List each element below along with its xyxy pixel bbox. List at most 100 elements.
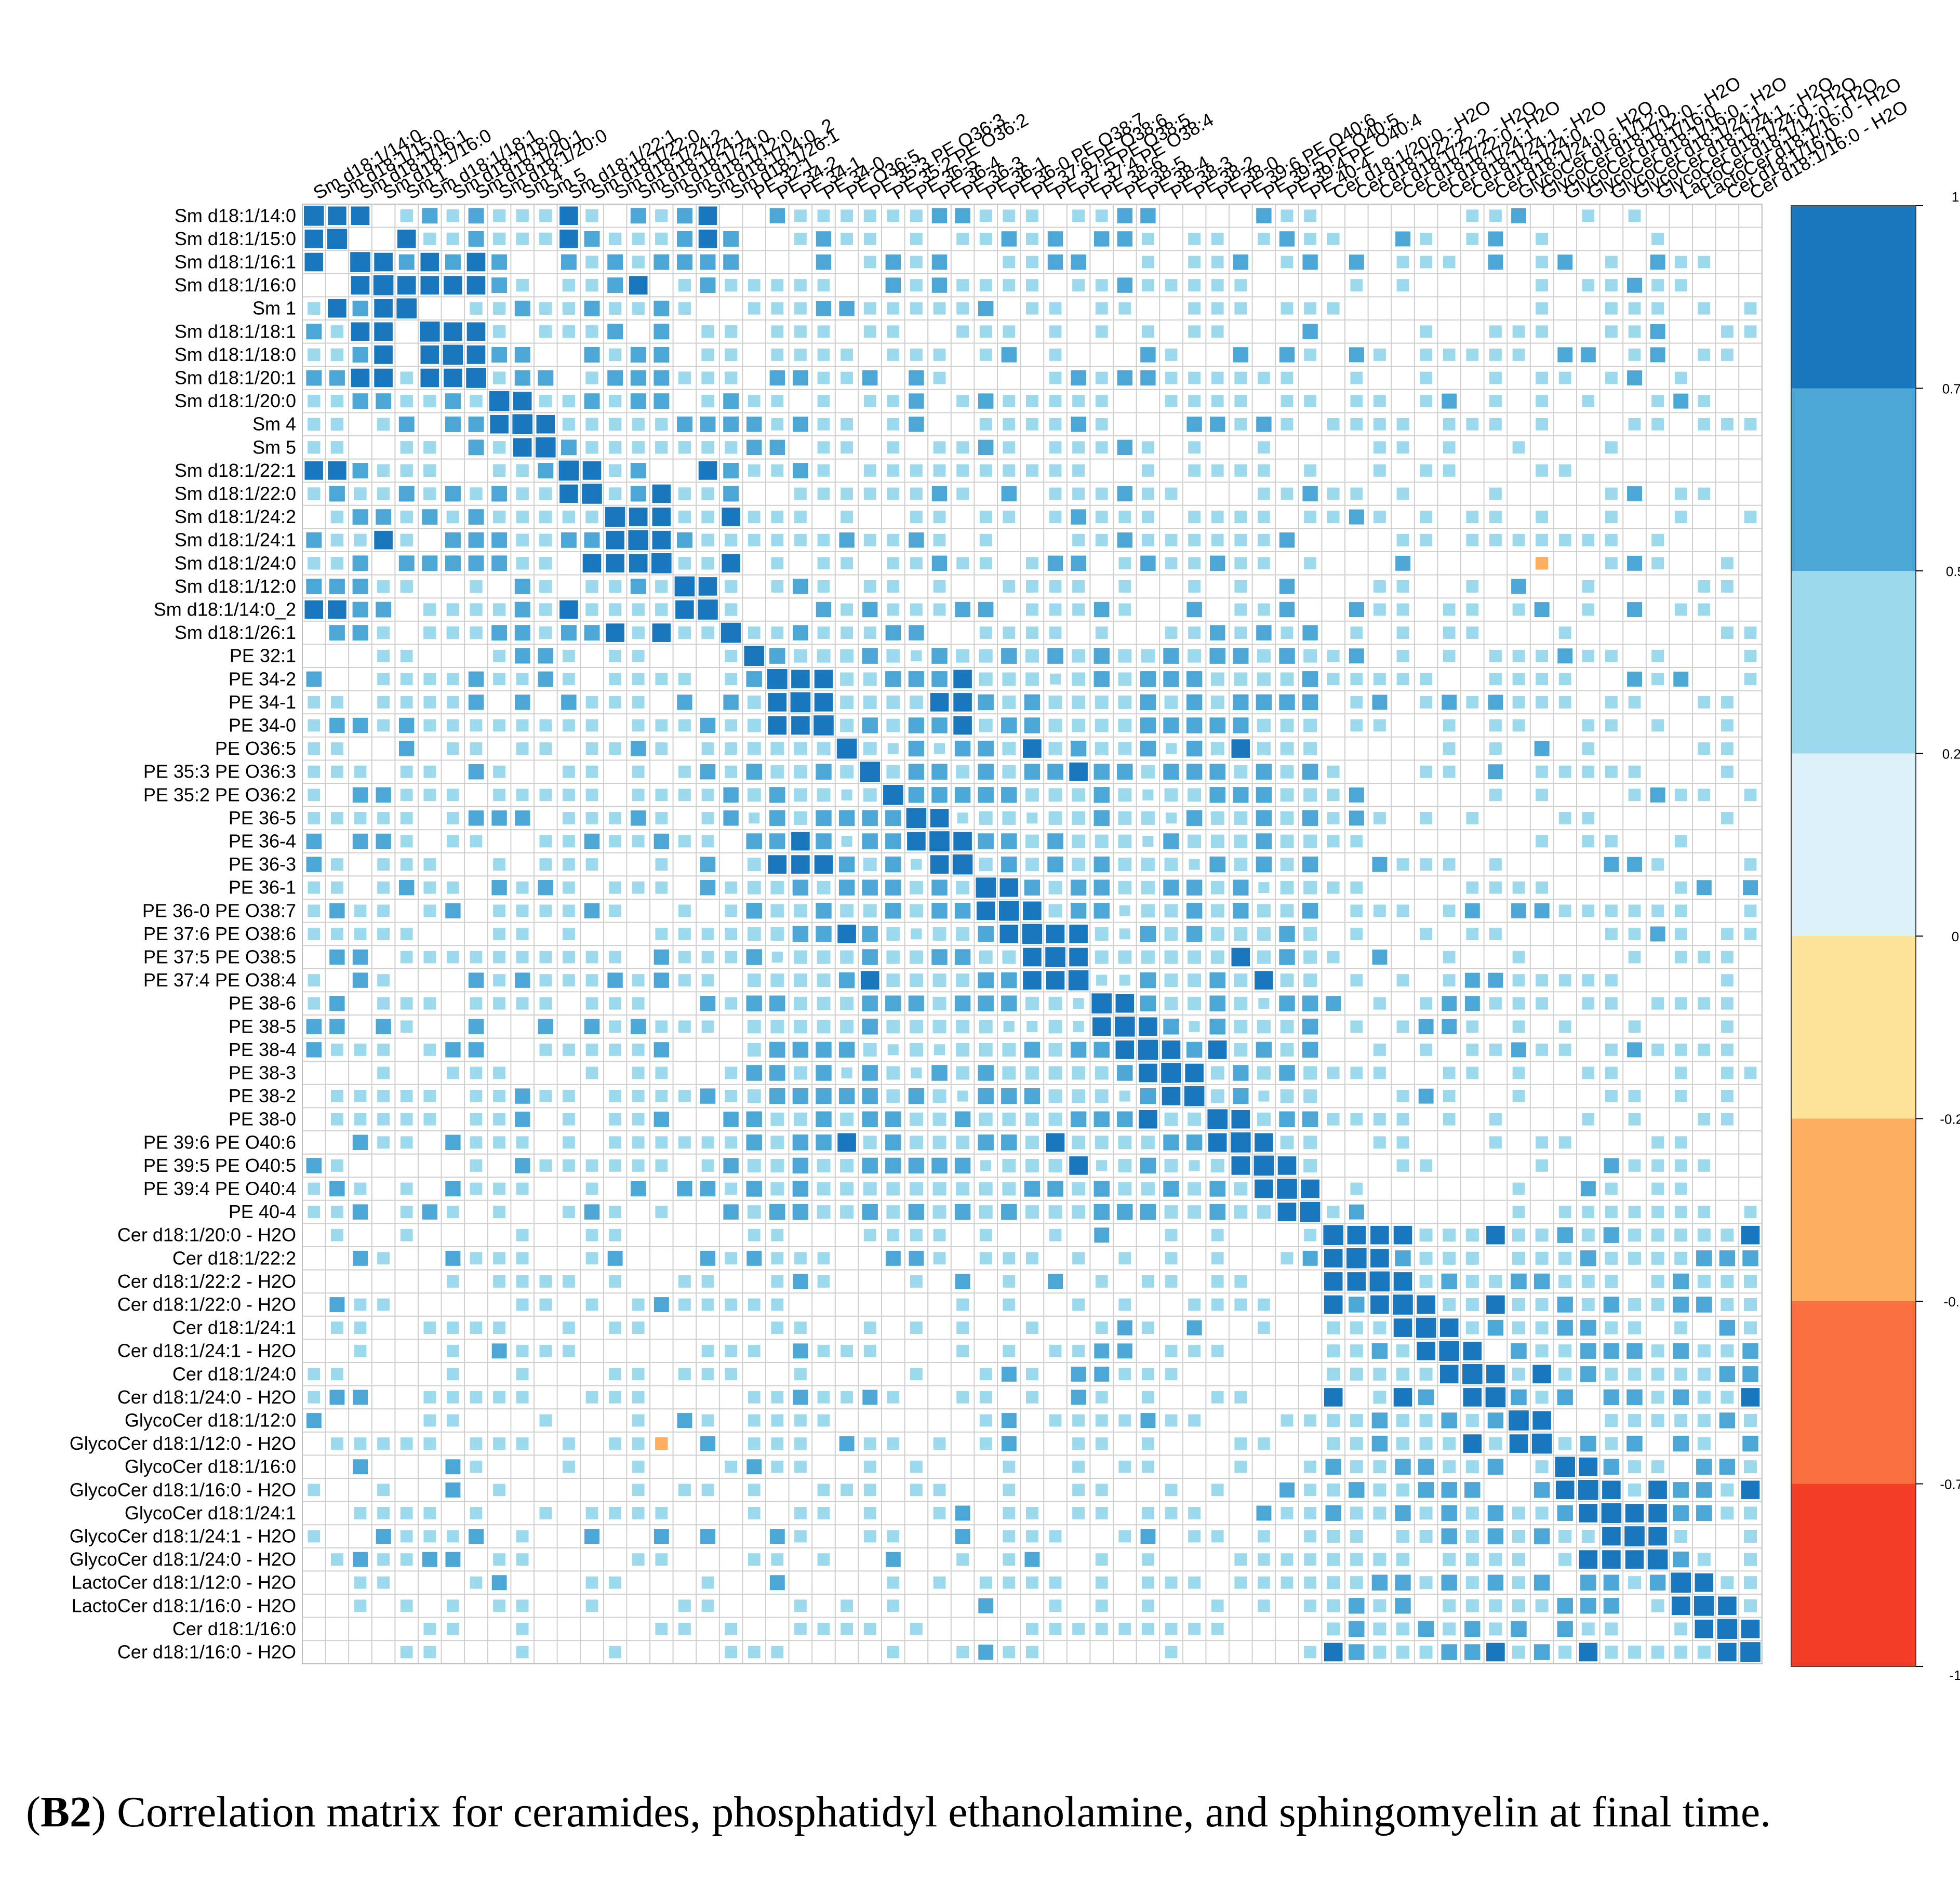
- heatmap-cell: [725, 1460, 737, 1473]
- heatmap-cell: [539, 742, 552, 755]
- heatmap-cell: [1072, 718, 1086, 732]
- heatmap-cell: [1003, 1507, 1016, 1519]
- heatmap-cell: [1719, 1412, 1736, 1428]
- heatmap-cell: [655, 719, 668, 732]
- heatmap-cell: [1302, 856, 1318, 873]
- heatmap-cell: [701, 441, 714, 454]
- colorbar-segment: [1791, 388, 1916, 571]
- heatmap-cell: [1072, 603, 1085, 616]
- heatmap-cell: [1535, 1391, 1549, 1404]
- heatmap-cell: [1094, 1343, 1110, 1359]
- heatmap-cell: [1627, 370, 1642, 385]
- heatmap-cell: [1696, 1250, 1712, 1266]
- heatmap-cell: [1281, 1576, 1294, 1589]
- heatmap-cell: [955, 1529, 970, 1544]
- heatmap-cell: [1048, 696, 1062, 709]
- heatmap-cell: [1001, 1204, 1017, 1220]
- heatmap-cell: [725, 1646, 737, 1659]
- heatmap-cell: [1628, 789, 1641, 802]
- heatmap-cell: [1698, 580, 1711, 593]
- heatmap-cell: [701, 835, 714, 848]
- heatmap-cell: [1189, 1021, 1200, 1032]
- heatmap-cell: [1281, 302, 1294, 315]
- heatmap-cell: [999, 901, 1019, 921]
- heatmap-cell: [863, 1182, 877, 1196]
- heatmap-cell: [1418, 1019, 1434, 1034]
- heatmap-cell: [1628, 1090, 1641, 1102]
- heatmap-cell: [377, 904, 390, 917]
- heatmap-cell: [1142, 1599, 1154, 1612]
- heatmap-cell: [516, 278, 529, 292]
- heatmap-cell: [1393, 1388, 1412, 1407]
- heatmap-cell: [1605, 1066, 1618, 1079]
- heatmap-cell: [1117, 370, 1132, 386]
- heatmap-cell: [700, 880, 716, 896]
- heatmap-cell: [1536, 835, 1548, 848]
- heatmap-cell: [1349, 1644, 1365, 1660]
- heatmap-cell: [769, 370, 785, 386]
- row-label: Sm d18:1/24:0: [175, 552, 296, 573]
- heatmap-cell: [1095, 1321, 1108, 1334]
- heatmap-cell: [493, 1182, 505, 1195]
- heatmap-cell: [1165, 349, 1178, 361]
- heatmap-cell: [466, 368, 486, 388]
- heatmap-cell: [909, 417, 924, 432]
- heatmap-cell: [1536, 881, 1548, 894]
- heatmap-cell: [1721, 1229, 1734, 1242]
- heatmap-cell: [470, 1252, 483, 1265]
- row-label: Sm d18:1/20:1: [175, 367, 296, 389]
- heatmap-cell: [1605, 511, 1618, 523]
- colorbar-tick-label: -0.25: [1940, 1112, 1960, 1127]
- heatmap-cell: [841, 1623, 853, 1635]
- heatmap-cell: [1209, 648, 1225, 664]
- heatmap-cell: [794, 233, 807, 245]
- heatmap-cell: [1605, 1646, 1618, 1659]
- heatmap-cell: [516, 719, 529, 732]
- heatmap-cell: [887, 1576, 900, 1589]
- heatmap-cell: [911, 859, 922, 870]
- heatmap-cell: [1651, 1159, 1664, 1172]
- heatmap-cell: [1557, 648, 1573, 664]
- heatmap-cell: [1208, 1040, 1227, 1059]
- heatmap-cell: [1255, 1179, 1273, 1198]
- heatmap-cell: [1605, 1275, 1618, 1288]
- heatmap-cell: [352, 972, 368, 988]
- row-label: PE 38-2: [229, 1085, 296, 1106]
- heatmap-cell: [1162, 1040, 1181, 1059]
- heatmap-cell: [1464, 1482, 1481, 1498]
- heatmap-cell: [1674, 1044, 1687, 1056]
- heatmap-cell: [377, 1576, 390, 1589]
- heatmap-cell: [1696, 1482, 1712, 1498]
- heatmap-cell: [423, 441, 436, 454]
- heatmap-cell: [771, 1414, 784, 1427]
- heatmap-cell: [978, 787, 994, 803]
- heatmap-cell: [400, 464, 413, 477]
- row-label: PE 37:4 PE O38:4: [143, 969, 296, 991]
- heatmap-cell: [1719, 1459, 1736, 1475]
- heatmap-cell: [953, 716, 972, 735]
- heatmap-cell: [444, 322, 462, 341]
- heatmap-cell: [678, 626, 691, 639]
- heatmap-cell: [1419, 1367, 1433, 1381]
- heatmap-cell: [492, 510, 506, 524]
- colorbar: 10.750.50.250-0.25-0.5-0.75-1: [1791, 189, 1960, 1683]
- heatmap-cell: [1674, 1206, 1687, 1218]
- heatmap-cell: [771, 580, 784, 593]
- heatmap-cell: [352, 787, 368, 803]
- heatmap-cell: [698, 599, 718, 620]
- heatmap-cell: [929, 831, 950, 851]
- heatmap-cell: [1350, 1576, 1363, 1590]
- heatmap-cell: [400, 812, 413, 824]
- heatmap-cell: [1558, 1044, 1571, 1056]
- heatmap-cell: [1558, 673, 1571, 686]
- heatmap-cell: [655, 1090, 668, 1102]
- heatmap-cell: [1605, 1182, 1618, 1195]
- heatmap-cell: [1188, 1182, 1202, 1196]
- heatmap-cell: [910, 349, 923, 361]
- heatmap-cell: [978, 602, 994, 618]
- heatmap-cell: [1142, 1576, 1154, 1589]
- heatmap-cell: [979, 1043, 993, 1057]
- heatmap-cell: [1234, 1391, 1247, 1404]
- heatmap-cell: [1304, 395, 1316, 407]
- heatmap-cell: [1651, 1229, 1664, 1242]
